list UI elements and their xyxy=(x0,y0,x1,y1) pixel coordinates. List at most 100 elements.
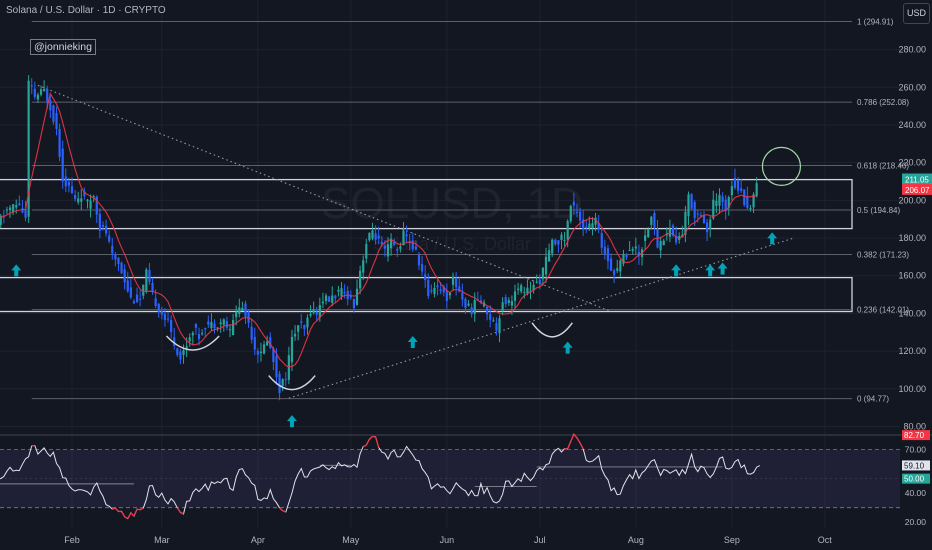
candle-body xyxy=(498,318,501,334)
candle-body xyxy=(427,279,430,296)
time-tick-label[interactable]: Sep xyxy=(724,535,740,545)
candle-body xyxy=(120,262,123,274)
cup-arc[interactable] xyxy=(531,322,573,338)
candle-body xyxy=(284,379,287,381)
price-tick-label[interactable]: 160.00 xyxy=(898,271,926,281)
candle-body xyxy=(352,299,356,309)
price-tick-label[interactable]: 280.00 xyxy=(898,45,926,55)
rsi-overbought-segment xyxy=(368,435,373,440)
candle-body xyxy=(328,296,331,302)
annotations[interactable] xyxy=(11,146,802,428)
candle-body xyxy=(359,270,362,289)
candle-body xyxy=(504,297,507,305)
candle-body xyxy=(520,285,523,292)
up-arrow-icon[interactable] xyxy=(717,262,728,275)
up-arrow-icon[interactable] xyxy=(767,232,778,245)
rsi-tick-label[interactable]: 70.00 xyxy=(905,445,927,455)
price-axis[interactable]: 280.00 260.00 240.00 220.00 200.00 180.00 160.… xyxy=(898,45,932,432)
price-tick-label[interactable]: 220.00 xyxy=(898,158,926,168)
rsi-oversold-segment xyxy=(112,507,116,510)
trendline-dotted[interactable] xyxy=(288,237,795,399)
candle-body xyxy=(24,208,27,218)
cup-arc[interactable] xyxy=(165,335,220,351)
candle-body xyxy=(575,212,579,214)
time-tick-label[interactable]: Mar xyxy=(154,535,170,545)
trendlines[interactable] xyxy=(37,84,795,399)
candle-body xyxy=(98,213,101,231)
price-tick-label[interactable]: 240.00 xyxy=(898,120,926,130)
candle-body xyxy=(684,211,687,235)
up-arrow-icon[interactable] xyxy=(562,341,573,354)
rsi-overbought-segment xyxy=(579,442,584,450)
price-tick-label[interactable]: 120.00 xyxy=(898,346,926,356)
candle-body xyxy=(80,198,83,202)
price-tick-label[interactable]: 260.00 xyxy=(898,82,926,92)
candle-body xyxy=(467,303,470,306)
candle-body xyxy=(132,301,136,304)
up-arrow-icon[interactable] xyxy=(705,264,716,277)
price-tick-label[interactable]: 180.00 xyxy=(898,233,926,243)
up-arrow-icon[interactable] xyxy=(407,336,418,349)
rsi-axis[interactable]: 70.00 40.00 20.00 82.70 59.10 50.00 xyxy=(902,430,930,527)
candle-body xyxy=(625,255,628,258)
candle-body xyxy=(58,128,61,157)
candle-body xyxy=(185,346,188,350)
symbol-title[interactable]: Solana / U.S. Dollar · 1D · CRYPTO xyxy=(6,5,166,16)
candle-body xyxy=(201,333,204,335)
time-tick-label[interactable]: May xyxy=(342,535,360,545)
up-arrow-icon[interactable] xyxy=(671,264,682,277)
candle-body xyxy=(207,321,210,325)
time-tick-label[interactable]: Aug xyxy=(628,535,644,545)
candle-body xyxy=(547,250,551,262)
price-tick-label[interactable]: 80.00 xyxy=(903,421,926,431)
time-tick-label[interactable]: Jun xyxy=(440,535,455,545)
fib-retracement[interactable]: 1 (294.91) 0.786 (252.08) 0.618 (218.46) 0.… xyxy=(31,17,910,404)
candle-body xyxy=(473,300,476,314)
trendline-dotted[interactable] xyxy=(37,84,612,313)
candle-body xyxy=(448,292,452,296)
candle-body xyxy=(588,223,591,229)
rsi-top-tag[interactable] xyxy=(902,430,930,441)
time-tick-label[interactable]: Jul xyxy=(534,535,546,545)
candle-body xyxy=(662,240,665,246)
candle-body xyxy=(594,217,597,225)
time-tick-label[interactable]: Apr xyxy=(251,535,265,545)
candle-body xyxy=(2,215,5,217)
price-tick-label[interactable]: 140.00 xyxy=(898,308,926,318)
fib-level-label: 0.382 (171.23) xyxy=(857,251,909,260)
candle-body xyxy=(52,105,55,122)
candle-body xyxy=(715,200,718,206)
rsi-overbought-segment xyxy=(362,444,367,448)
candle-body xyxy=(64,176,67,187)
highlight-circle[interactable] xyxy=(761,146,802,187)
candle-body xyxy=(278,373,281,394)
ma-price-label: 206.07 xyxy=(905,186,930,195)
candle-body xyxy=(538,279,541,284)
candle-body xyxy=(142,284,145,296)
rsi-tick-label[interactable]: 40.00 xyxy=(905,488,927,498)
ma-price-tag[interactable] xyxy=(902,183,932,195)
candle-body xyxy=(256,350,259,355)
time-axis[interactable]: Feb Mar Apr May Jun Jul Aug Sep Oct xyxy=(64,535,832,545)
price-tick-label[interactable]: 200.00 xyxy=(898,195,926,205)
rsi-tick-label[interactable]: 20.00 xyxy=(905,517,927,527)
candle-body xyxy=(244,303,247,317)
support-resistance-zone[interactable] xyxy=(0,178,853,230)
up-arrow-icon[interactable] xyxy=(286,415,297,428)
moving-average xyxy=(0,92,757,368)
rsi-oversold-segment xyxy=(180,511,184,515)
up-arrow-icon[interactable] xyxy=(11,264,22,277)
rsi-ma-tag[interactable] xyxy=(902,473,930,484)
candle-body xyxy=(49,100,52,111)
price-tick-label[interactable]: 100.00 xyxy=(898,384,926,394)
time-tick-label[interactable]: Oct xyxy=(818,535,833,545)
candle-body xyxy=(650,216,653,225)
candle-body xyxy=(89,200,92,209)
time-tick-label[interactable]: Feb xyxy=(64,535,80,545)
currency-button[interactable]: USD xyxy=(903,3,930,24)
rsi-value-tag[interactable] xyxy=(902,460,930,471)
last-price-tag[interactable] xyxy=(902,173,932,185)
cup-arc[interactable] xyxy=(268,375,316,391)
candle-body xyxy=(755,183,758,197)
